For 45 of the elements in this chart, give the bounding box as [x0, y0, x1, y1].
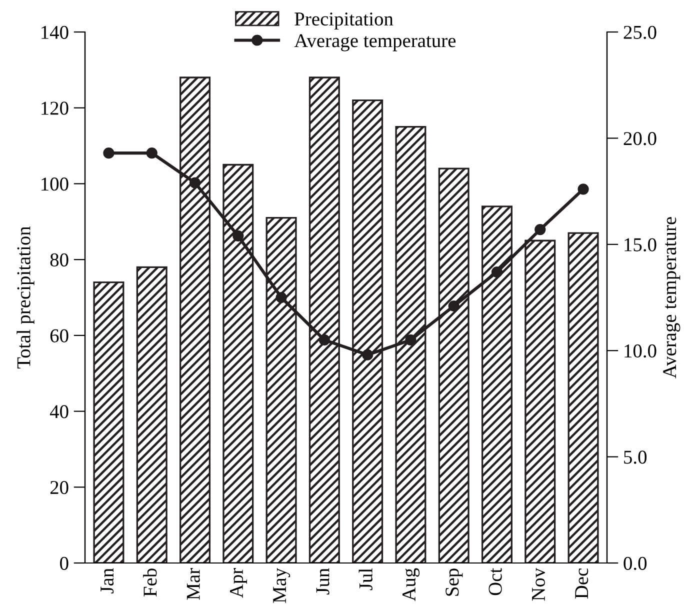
x-tick-label: May — [273, 568, 290, 603]
x-tick-label: Dec — [575, 568, 588, 599]
bar — [93, 281, 124, 563]
y2-tick-label: 10.0 — [624, 344, 656, 358]
point — [232, 230, 244, 242]
point — [189, 177, 201, 188]
y-tick-label: 140 — [42, 26, 68, 39]
y2-tick-label: 15.0 — [624, 238, 656, 252]
legend-label: Precipitation — [294, 12, 394, 30]
point — [318, 334, 330, 346]
x-tick-label: Jul — [358, 568, 372, 590]
point — [534, 224, 546, 236]
point — [146, 148, 158, 159]
y2-tick-label: 5.0 — [624, 450, 647, 464]
legend-label: Average temperature — [294, 34, 456, 52]
y-tick-label: 40 — [50, 405, 68, 418]
point — [362, 349, 374, 360]
x-tick-label: Aug — [402, 568, 420, 602]
y2-axis-title: Average temperature — [663, 217, 680, 378]
x-tick-label: Jun — [316, 568, 330, 594]
x-tick-label: Oct — [488, 568, 502, 596]
y-tick-label: 120 — [42, 102, 68, 115]
y2-tick-label: 0.0 — [624, 556, 647, 570]
point — [578, 184, 589, 195]
x-tick-label: Feb — [143, 568, 157, 596]
y2-tick-label: 25.0 — [624, 26, 656, 40]
y-tick-label: 80 — [50, 253, 68, 267]
point — [491, 266, 503, 278]
x-tick-label: Mar — [186, 568, 200, 600]
bar — [136, 266, 168, 563]
y-tick-label: 20 — [50, 480, 68, 494]
x-tick-label: Apr — [230, 568, 247, 598]
x-tick-label: Sep — [446, 568, 463, 596]
x-tick-label: Nov — [532, 568, 545, 601]
point — [276, 292, 287, 304]
y2-tick-label: 20.0 — [624, 132, 656, 146]
point — [103, 148, 114, 159]
point — [405, 334, 416, 346]
y-tick-label: 0 — [60, 556, 68, 570]
y-tick-label: 100 — [42, 178, 68, 191]
y-tick-label: 60 — [50, 329, 68, 342]
point — [448, 300, 460, 312]
bar — [568, 232, 599, 563]
y-axis-title: Total precipitation — [16, 226, 34, 369]
x-tick-label: Jan — [100, 568, 114, 594]
